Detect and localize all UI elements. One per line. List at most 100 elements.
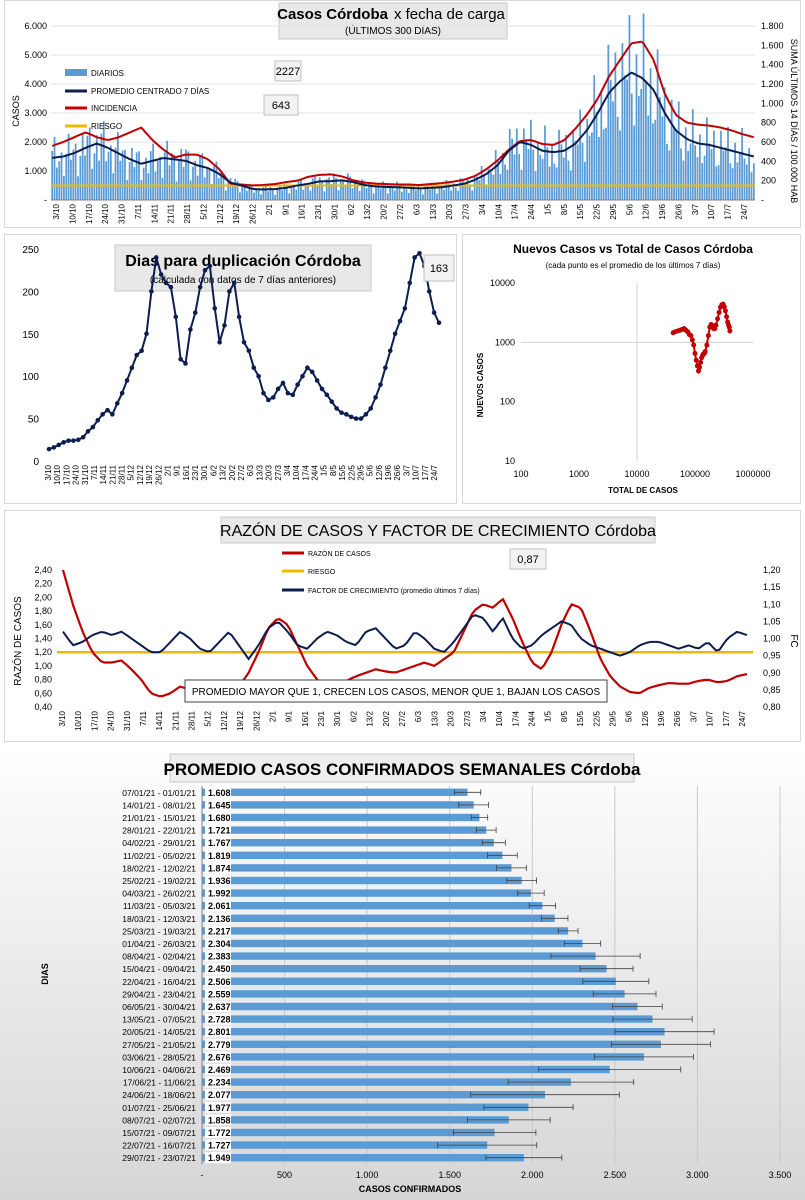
duplicacion-x-tick: 19/6 bbox=[384, 464, 393, 480]
duplicacion-x-tick: 3/10 bbox=[44, 464, 53, 480]
casos-x-tick: 28/11 bbox=[183, 203, 192, 223]
duplicacion-x-tick: 19/12 bbox=[145, 464, 154, 485]
diarios-bar bbox=[121, 150, 124, 200]
diarios-bar bbox=[166, 140, 169, 200]
razon-plot: 0,40 0,60 0,80 1,00 1,20 1,40 1,60 1,80 2,00 2,20… bbox=[34, 545, 781, 731]
diarios-bar bbox=[370, 186, 373, 200]
diarios-bar bbox=[619, 130, 621, 200]
duplicacion-point bbox=[90, 424, 96, 430]
duplicacion-point bbox=[114, 401, 120, 406]
diarios-bar bbox=[199, 155, 201, 200]
promedio-bar bbox=[202, 939, 583, 948]
promedio-label-box bbox=[205, 1076, 231, 1088]
promedio-x-tick: - bbox=[201, 1170, 204, 1180]
diarios-bar bbox=[607, 44, 610, 200]
casos-x-tick: 2/1 bbox=[265, 203, 274, 215]
promedio-bar bbox=[202, 1116, 509, 1124]
diarios-bar bbox=[433, 187, 436, 200]
razon-y2-tick: 1,05 bbox=[763, 616, 781, 626]
promedio-label-box bbox=[205, 1013, 231, 1025]
casos-x-tick: 7/11 bbox=[134, 203, 143, 219]
casos-y2-tick: 1.600 bbox=[761, 40, 784, 50]
diarios-bar bbox=[246, 190, 248, 200]
promedio-bar bbox=[202, 1103, 529, 1111]
casos-x-tick: 5/6 bbox=[625, 203, 634, 215]
diarios-bar bbox=[248, 183, 251, 200]
diarios-bar bbox=[628, 15, 631, 201]
promedio-bar bbox=[202, 1028, 665, 1036]
diarios-bar bbox=[485, 186, 488, 200]
duplicacion-point bbox=[236, 314, 242, 320]
diarios-bar bbox=[168, 165, 171, 200]
duplicacion-point bbox=[344, 412, 349, 417]
razon-y-tick: 2,40 bbox=[34, 565, 52, 575]
promedio-value-label: 1.992 bbox=[208, 889, 231, 899]
duplicacion-point bbox=[412, 255, 417, 260]
promedio-label-box bbox=[205, 988, 231, 1000]
diarios-bar bbox=[652, 123, 654, 200]
diarios-bar bbox=[147, 173, 150, 200]
promedio-value-label: 2.061 bbox=[208, 901, 231, 911]
promedio-value-label: 2.234 bbox=[208, 1078, 231, 1088]
diarios-bar bbox=[149, 151, 152, 200]
diarios-bar bbox=[661, 116, 664, 200]
diarios-bar bbox=[581, 142, 584, 200]
diarios-bar bbox=[539, 154, 542, 200]
casos-y-axis-label: CASOS bbox=[11, 95, 21, 127]
diarios-bar bbox=[344, 185, 347, 200]
diarios-bar bbox=[227, 180, 230, 200]
razon-x-tick: 27/3 bbox=[463, 710, 472, 726]
razon-note: PROMEDIO MAYOR QUE 1, CRECEN LOS CASOS, … bbox=[192, 687, 601, 698]
diarios-bar bbox=[666, 143, 668, 200]
casos-y2-tick: 1.000 bbox=[761, 98, 784, 108]
diarios-bar bbox=[60, 152, 63, 200]
diarios-bar bbox=[307, 184, 309, 200]
diarios-bar bbox=[565, 134, 567, 200]
diarios-bar bbox=[494, 149, 497, 200]
diarios-bar bbox=[560, 144, 563, 200]
promedio-category-label: 06/05/21 - 30/04/21 bbox=[122, 1002, 196, 1012]
duplicacion-x-tick: 23/1 bbox=[191, 464, 200, 480]
casos-y-tick: 2.000 bbox=[24, 137, 47, 147]
razon-callout: 0,87 bbox=[517, 554, 538, 566]
razon-x-tick: 7/11 bbox=[139, 710, 148, 726]
duplicacion-point bbox=[378, 382, 383, 387]
diarios-bar bbox=[422, 194, 424, 200]
promedio-bar bbox=[202, 839, 494, 847]
casos-y-tick: - bbox=[44, 195, 47, 205]
duplicacion-point bbox=[144, 331, 149, 337]
duplicacion-x-tick: 14/11 bbox=[99, 464, 108, 484]
nuevos-point bbox=[692, 350, 698, 356]
razon-y2-tick: 0,80 bbox=[763, 702, 781, 712]
razon-y2-tick: 1,15 bbox=[763, 582, 781, 592]
casos-x-tick: 30/1 bbox=[330, 203, 339, 219]
diarios-bar bbox=[51, 150, 54, 200]
diarios-bar bbox=[379, 188, 382, 200]
diarios-bar bbox=[126, 180, 129, 200]
casos-x-tick: 12/6 bbox=[642, 203, 651, 219]
duplicacion-point bbox=[309, 369, 315, 375]
duplicacion-x-tick: 28/11 bbox=[118, 464, 127, 484]
diarios-bar bbox=[436, 193, 438, 200]
promedio-bar bbox=[202, 1128, 495, 1137]
promedio-label-box bbox=[205, 887, 231, 899]
promedio-value-label: 1.874 bbox=[208, 863, 231, 873]
diarios-bar bbox=[595, 111, 598, 200]
legend-swatch bbox=[65, 69, 87, 76]
duplicacion-point bbox=[261, 390, 266, 396]
casos-x-tick: 24/7 bbox=[740, 203, 749, 219]
promedio-category-label: 18/03/21 - 12/03/21 bbox=[122, 914, 196, 924]
duplicacion-point bbox=[436, 320, 442, 326]
duplicacion-point bbox=[329, 399, 335, 404]
diarios-bar bbox=[79, 155, 82, 200]
diarios-bar bbox=[616, 116, 619, 200]
razon-x-tick: 8/5 bbox=[560, 710, 569, 722]
diarios-bar bbox=[135, 152, 138, 200]
promedio-value-label: 2.383 bbox=[208, 952, 231, 962]
duplicacion-point bbox=[383, 365, 388, 371]
diarios-bar bbox=[492, 174, 495, 200]
razon-x-tick: 2/1 bbox=[268, 710, 277, 722]
casos-x-tick: 14/11 bbox=[150, 203, 159, 223]
duplicacion-point bbox=[392, 331, 398, 337]
diarios-bar bbox=[440, 187, 443, 200]
